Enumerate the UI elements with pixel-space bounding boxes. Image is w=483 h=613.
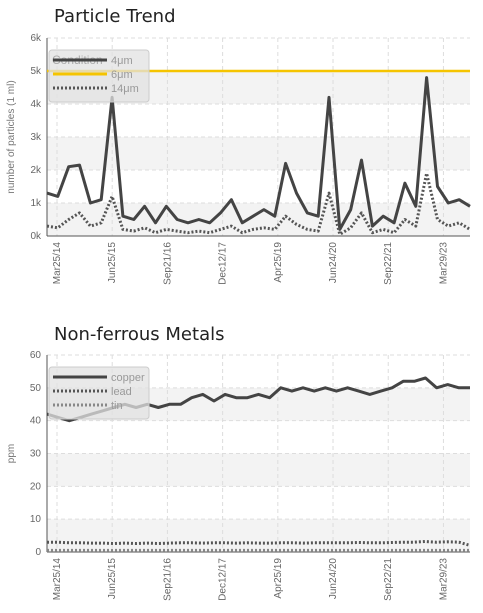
x-tick-label: Sep22/21 <box>383 242 394 285</box>
x-tick-label: Mar25/14 <box>52 558 63 601</box>
particle-trend-chart: 0k 1k 2k 3k 4k 5k 6k Mar25/14 Jun25/15 Sep21/16 De… <box>0 28 483 328</box>
x-tick-label: Dec12/17 <box>218 242 229 285</box>
non-ferrous-metals-title: Non-ferrous Metals <box>54 324 224 345</box>
non-ferrous-metals-chart: 0 10 20 30 40 50 60 Mar25/14 Jun25/15 Sep21/16 Dec… <box>0 346 483 611</box>
legend-entry: copper <box>111 372 145 384</box>
plot-band <box>47 486 470 519</box>
x-tick-label: Mar29/23 <box>438 558 449 601</box>
y-tick-label: 6k <box>30 33 42 44</box>
y-tick-label: 50 <box>30 383 42 394</box>
x-tick-label: Apr25/19 <box>273 242 284 283</box>
plot-band <box>47 421 470 454</box>
y-tick-label: 2k <box>30 165 42 176</box>
x-tick-label: Sep21/16 <box>162 242 173 285</box>
y-tick-label: 60 <box>30 350 42 361</box>
x-tick-label: Sep22/21 <box>383 558 394 601</box>
x-tick-label: Sep21/16 <box>162 558 173 601</box>
y-tick-label: 40 <box>30 416 42 427</box>
x-tick-label: Dec12/17 <box>218 558 229 601</box>
legend-entry: tin <box>111 400 123 412</box>
plot-band <box>47 519 470 552</box>
y-tick-label: 0k <box>30 231 42 242</box>
legend-entry: 4μm <box>111 55 133 67</box>
y-tick-label: 30 <box>30 449 42 460</box>
x-tick-label: Mar25/14 <box>52 242 63 285</box>
x-tick-label: Mar29/23 <box>438 242 449 285</box>
x-tick-label: Jun24/20 <box>328 558 339 600</box>
y-axis-label: ppm <box>6 444 17 463</box>
x-tick-label: Jun25/15 <box>107 242 118 284</box>
plot-band <box>47 137 470 170</box>
legend-entry: lead <box>111 386 132 398</box>
particle-trend-title: Particle Trend <box>54 6 176 27</box>
y-tick-label: 4k <box>30 99 42 110</box>
x-tick-label: Jun24/20 <box>328 242 339 284</box>
y-tick-label: 5k <box>30 66 42 77</box>
plot-band <box>47 454 470 487</box>
y-tick-label: 20 <box>30 481 42 492</box>
y-tick-label: 10 <box>30 514 42 525</box>
y-tick-label: 0 <box>35 547 41 558</box>
legend-entry: 14μm <box>111 83 139 95</box>
y-axis-label: number of particles (1 ml) <box>6 80 17 193</box>
x-tick-label: Apr25/19 <box>273 558 284 599</box>
legend-entry: 6μm <box>111 69 133 81</box>
y-tick-label: 3k <box>30 132 42 143</box>
y-tick-label: 1k <box>30 198 42 209</box>
x-tick-label: Jun25/15 <box>107 558 118 600</box>
